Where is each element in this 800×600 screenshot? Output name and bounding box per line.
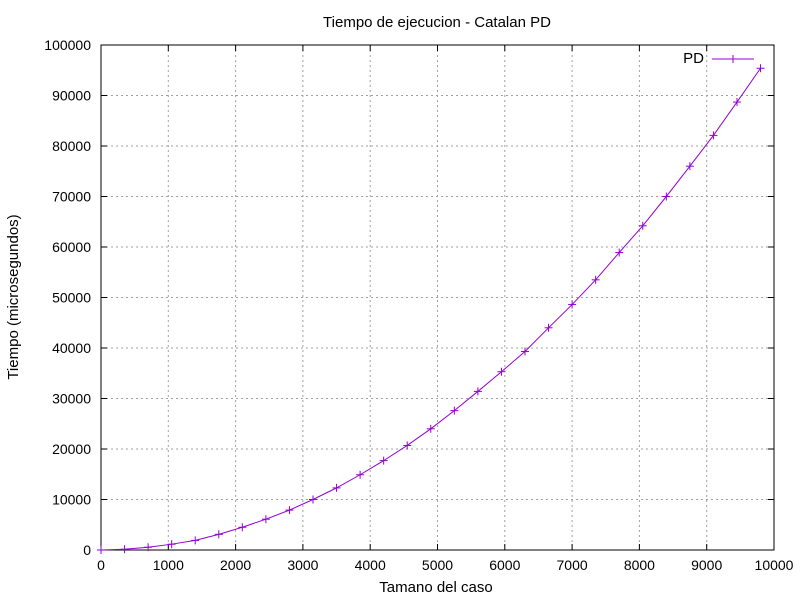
y-tick-label: 60000 [52, 239, 91, 255]
axis-ticks [100, 44, 775, 551]
x-tick-label: 5000 [422, 557, 453, 573]
legend-marker-pd [729, 55, 737, 63]
y-tick-label: 50000 [52, 290, 91, 306]
y-tick-label: 30000 [52, 391, 91, 407]
data-point [756, 64, 765, 73]
chart-title: Tiempo de ejecucion - Catalan PD [323, 14, 551, 31]
x-tick-label: 0 [97, 557, 105, 573]
data-point [261, 515, 270, 524]
data-point [473, 387, 482, 396]
grid [101, 45, 774, 550]
x-tick-label: 8000 [624, 557, 655, 573]
y-tick-label: 10000 [52, 492, 91, 508]
y-tick-label: 100000 [44, 37, 91, 53]
data-point [167, 540, 176, 549]
y-tick-label: 0 [83, 542, 91, 558]
data-point [191, 536, 200, 545]
data-point [732, 98, 741, 107]
data-point [591, 275, 600, 284]
x-tick-label: 4000 [355, 557, 386, 573]
y-tick-label: 70000 [52, 189, 91, 205]
x-tick-label: 6000 [489, 557, 520, 573]
data-point [568, 300, 577, 309]
x-tick-label: 1000 [153, 557, 184, 573]
data-point [709, 131, 718, 140]
y-tick-label: 80000 [52, 138, 91, 154]
x-tick-label: 10000 [755, 557, 794, 573]
legend-label-pd: PD [683, 50, 704, 67]
x-tick-label: 3000 [287, 557, 318, 573]
data-point [238, 523, 247, 532]
data-point [332, 483, 341, 492]
data-point [356, 470, 365, 479]
y-tick-label: 40000 [52, 340, 91, 356]
y-axis-label: Tiempo (microsegundos) [5, 214, 22, 379]
axis-tick-labels: 0 1000 2000 3000 4000 5000 6000 7000 8000 9000 100… [44, 37, 793, 573]
data-point [120, 545, 129, 554]
series-group [97, 64, 765, 554]
data-point [615, 248, 624, 257]
data-point [403, 441, 412, 450]
x-tick-label: 7000 [557, 557, 588, 573]
data-point [426, 424, 435, 433]
legend: PD [683, 50, 754, 67]
y-tick-label: 90000 [52, 88, 91, 104]
x-axis-label: Tamano del caso [379, 579, 492, 596]
data-point [308, 495, 317, 504]
data-point [285, 506, 294, 515]
data-point [144, 543, 153, 552]
data-point [450, 406, 459, 415]
x-tick-label: 9000 [691, 557, 722, 573]
data-point [214, 530, 223, 539]
data-point [685, 162, 694, 171]
data-point [638, 221, 647, 230]
data-point [544, 323, 553, 332]
y-tick-label: 20000 [52, 441, 91, 457]
data-point [520, 347, 529, 356]
series-line-pd [100, 67, 761, 551]
data-point [497, 367, 506, 376]
x-tick-label: 2000 [220, 557, 251, 573]
data-point [379, 456, 388, 465]
data-point [662, 192, 671, 201]
data-point [97, 546, 105, 554]
